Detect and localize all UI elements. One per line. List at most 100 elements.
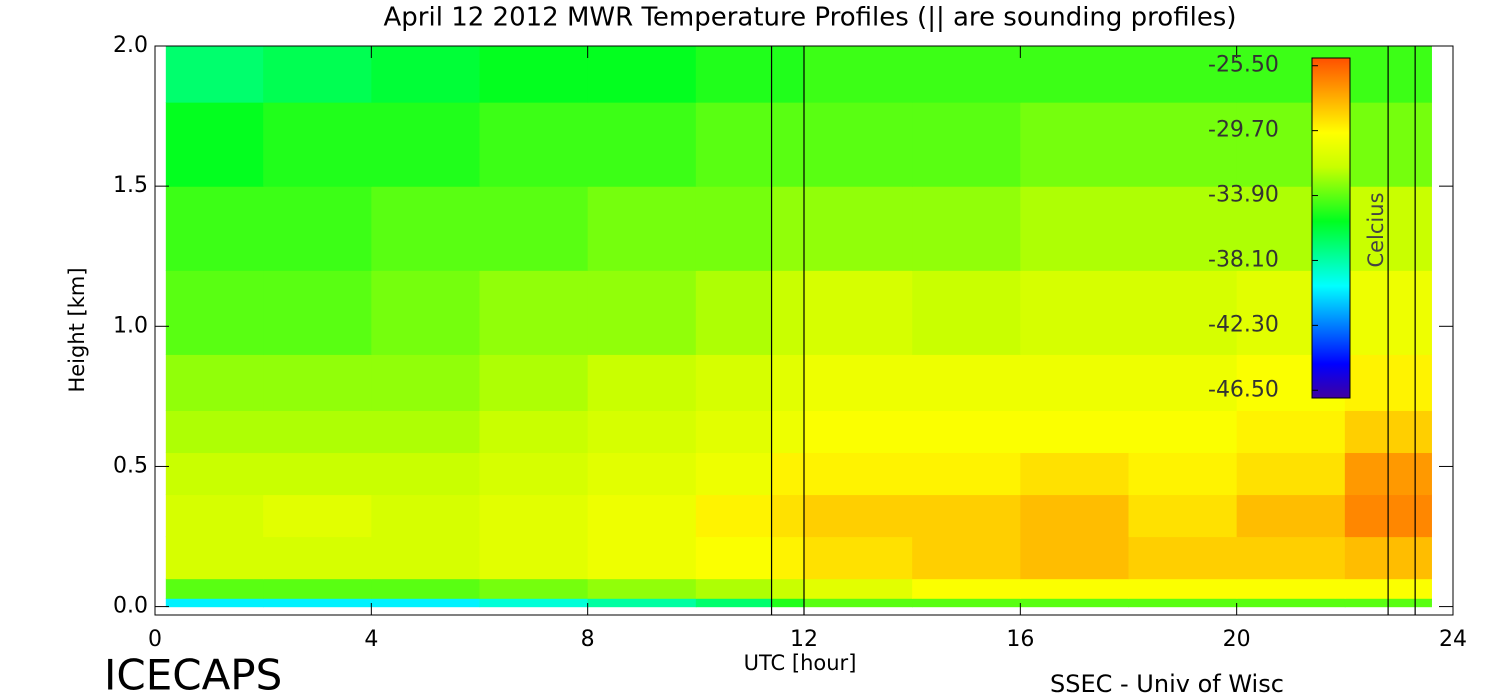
heatmap-cell xyxy=(912,578,1021,599)
heatmap-cell xyxy=(479,536,589,580)
heatmap-cell xyxy=(771,354,805,411)
heatmap-cell xyxy=(1128,494,1238,538)
heatmap-cell xyxy=(371,410,481,454)
heatmap-cell xyxy=(263,46,372,103)
y-tick-label: 0.5 xyxy=(113,453,148,478)
heatmap-cell xyxy=(804,186,913,271)
heatmap-cell xyxy=(912,270,1021,355)
heatmap-cell xyxy=(771,452,805,496)
heatmap-cell xyxy=(371,598,481,608)
heatmap-cell xyxy=(804,536,913,580)
heatmap-cell xyxy=(912,354,1021,411)
heatmap-cell xyxy=(371,578,481,599)
heatmap-cell xyxy=(479,270,589,355)
heatmap-cell xyxy=(587,354,697,411)
heatmap-cell xyxy=(263,598,372,608)
heatmap-cell xyxy=(371,494,481,538)
heatmap-cell xyxy=(912,452,1021,496)
footer-right: SSEC - Univ of Wisc xyxy=(1050,670,1284,698)
heatmap-cell xyxy=(479,186,589,271)
heatmap-cell xyxy=(587,452,697,496)
heatmap-cell xyxy=(263,536,372,580)
overlay: 0 4 8 12 16 20 24 0.0 0.5 1.0 1.5 2.0 -25.50 -29.70 -3… xyxy=(113,33,1467,652)
heatmap-cell xyxy=(1020,354,1130,411)
heatmap-cell xyxy=(1128,536,1238,580)
heatmap-cell xyxy=(1236,578,1346,599)
heatmap-cell xyxy=(263,410,372,454)
heatmap-cell xyxy=(587,598,697,608)
heatmap-cell xyxy=(912,102,1021,187)
heatmap-cell xyxy=(804,410,913,454)
heatmap-cell xyxy=(771,102,805,187)
heatmap-cell xyxy=(912,46,1021,103)
heatmap-cell xyxy=(165,494,264,538)
heatmap-cell xyxy=(912,410,1021,454)
x-tick-label: 12 xyxy=(790,627,818,652)
heatmap-cell xyxy=(695,270,773,355)
colorbar xyxy=(1311,57,1351,399)
heatmap-cell xyxy=(479,354,589,411)
x-tick-label: 4 xyxy=(364,627,378,652)
heatmap-cell xyxy=(165,354,264,411)
heatmap-cell xyxy=(695,186,773,271)
heatmap-cell xyxy=(1128,102,1238,187)
heatmap-cell xyxy=(263,270,372,355)
heatmap-cell xyxy=(165,270,264,355)
heatmap-cell xyxy=(1128,354,1238,411)
heatmap-cell xyxy=(804,578,913,599)
heatmap-cell xyxy=(479,578,589,599)
heatmap-cell xyxy=(263,578,372,599)
heatmap-cell xyxy=(587,410,697,454)
x-axis-label: UTC [hour] xyxy=(744,651,857,675)
footer-left: ICECAPS xyxy=(104,651,282,700)
heatmap-cell xyxy=(1236,410,1346,454)
y-tick-label: 2.0 xyxy=(113,33,148,58)
heatmap-cell xyxy=(695,494,773,538)
heatmap-cell xyxy=(371,186,481,271)
heatmap-cell xyxy=(695,452,773,496)
heatmap-cell xyxy=(371,102,481,187)
heatmap-cell xyxy=(804,354,913,411)
heatmap-cell xyxy=(587,186,697,271)
colorbar-tick-label: -38.10 xyxy=(1208,247,1279,272)
heatmap-cell xyxy=(479,46,589,103)
heatmap-cell xyxy=(804,270,913,355)
x-tick-label: 20 xyxy=(1223,627,1251,652)
heatmap-cell xyxy=(165,578,264,599)
y-tick-label: 1.5 xyxy=(113,173,148,198)
heatmap-cell xyxy=(1128,578,1238,599)
heatmap-cell xyxy=(695,410,773,454)
heatmap-cell xyxy=(1020,270,1130,355)
heatmap-cell xyxy=(695,102,773,187)
x-tick-label: 16 xyxy=(1006,627,1034,652)
heatmap-cell xyxy=(1020,598,1130,608)
heatmap-cell xyxy=(771,536,805,580)
heatmap-cell xyxy=(695,354,773,411)
heatmap-cell xyxy=(695,598,773,608)
heatmap-cell xyxy=(587,270,697,355)
heatmap-cell xyxy=(1020,186,1130,271)
x-tick-label: 24 xyxy=(1439,627,1467,652)
heatmap-cell xyxy=(165,102,264,187)
heatmap-cell xyxy=(479,410,589,454)
heatmap-cell xyxy=(771,46,805,103)
y-axis-label: Height [km] xyxy=(65,267,89,392)
x-tick-label: 8 xyxy=(581,627,595,652)
heatmap-cell xyxy=(912,536,1021,580)
heatmap-cell xyxy=(771,410,805,454)
heatmap-cell xyxy=(1236,598,1346,608)
heatmap-cell xyxy=(587,102,697,187)
y-tick-label: 1.0 xyxy=(113,313,148,338)
heatmap-cell xyxy=(371,536,481,580)
heatmap-cell xyxy=(165,452,264,496)
y-tick-label: 0.0 xyxy=(113,594,148,619)
heatmap-cell xyxy=(371,354,481,411)
colorbar-tick-label: -46.50 xyxy=(1208,377,1279,402)
heatmap-cell xyxy=(263,186,372,271)
heatmap-cell xyxy=(1128,186,1238,271)
heatmap-cell xyxy=(695,46,773,103)
heatmap-cell xyxy=(165,186,264,271)
heatmap-cell xyxy=(771,270,805,355)
